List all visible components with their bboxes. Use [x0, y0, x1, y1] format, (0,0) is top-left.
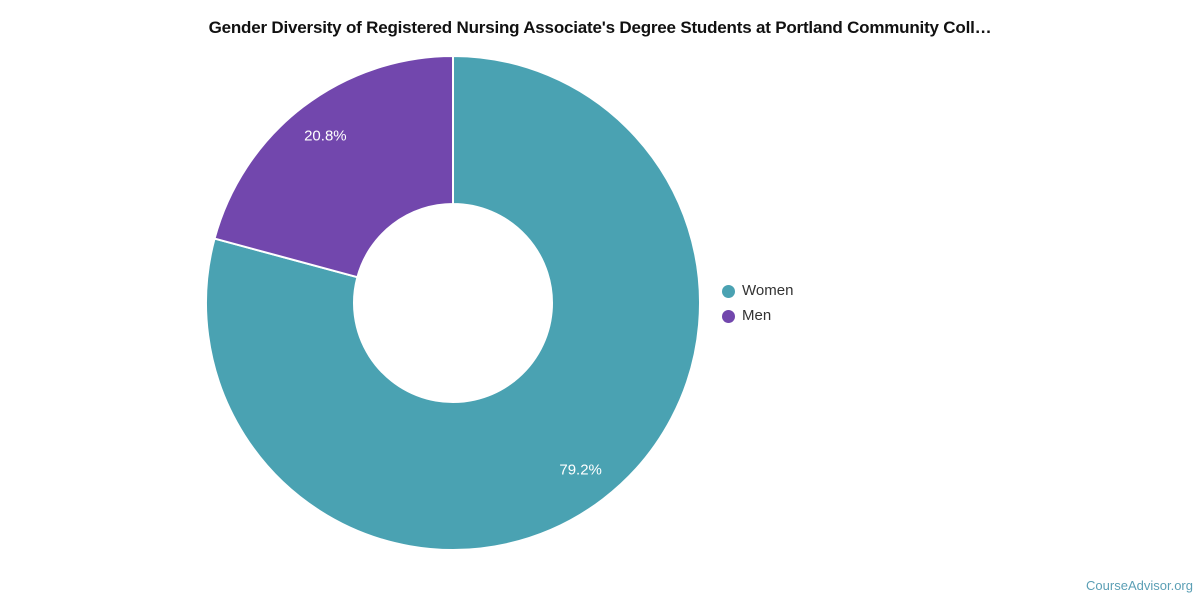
pie-slice-men[interactable]: [213, 55, 454, 279]
chart-title: Gender Diversity of Registered Nursing A…: [208, 18, 992, 37]
legend-label-men: Men: [742, 307, 772, 324]
legend: Women Men: [722, 281, 793, 331]
pie-slice-women[interactable]: [205, 55, 701, 551]
legend-item-men[interactable]: Men: [722, 306, 793, 326]
legend-label-women: Women: [742, 282, 794, 299]
legend-marker-women-icon: [722, 284, 735, 298]
legend-marker-men-icon: [722, 309, 735, 323]
legend-item-women[interactable]: Women: [722, 281, 793, 301]
courseadvisor-link[interactable]: CourseAdvisor.org: [1086, 578, 1193, 593]
